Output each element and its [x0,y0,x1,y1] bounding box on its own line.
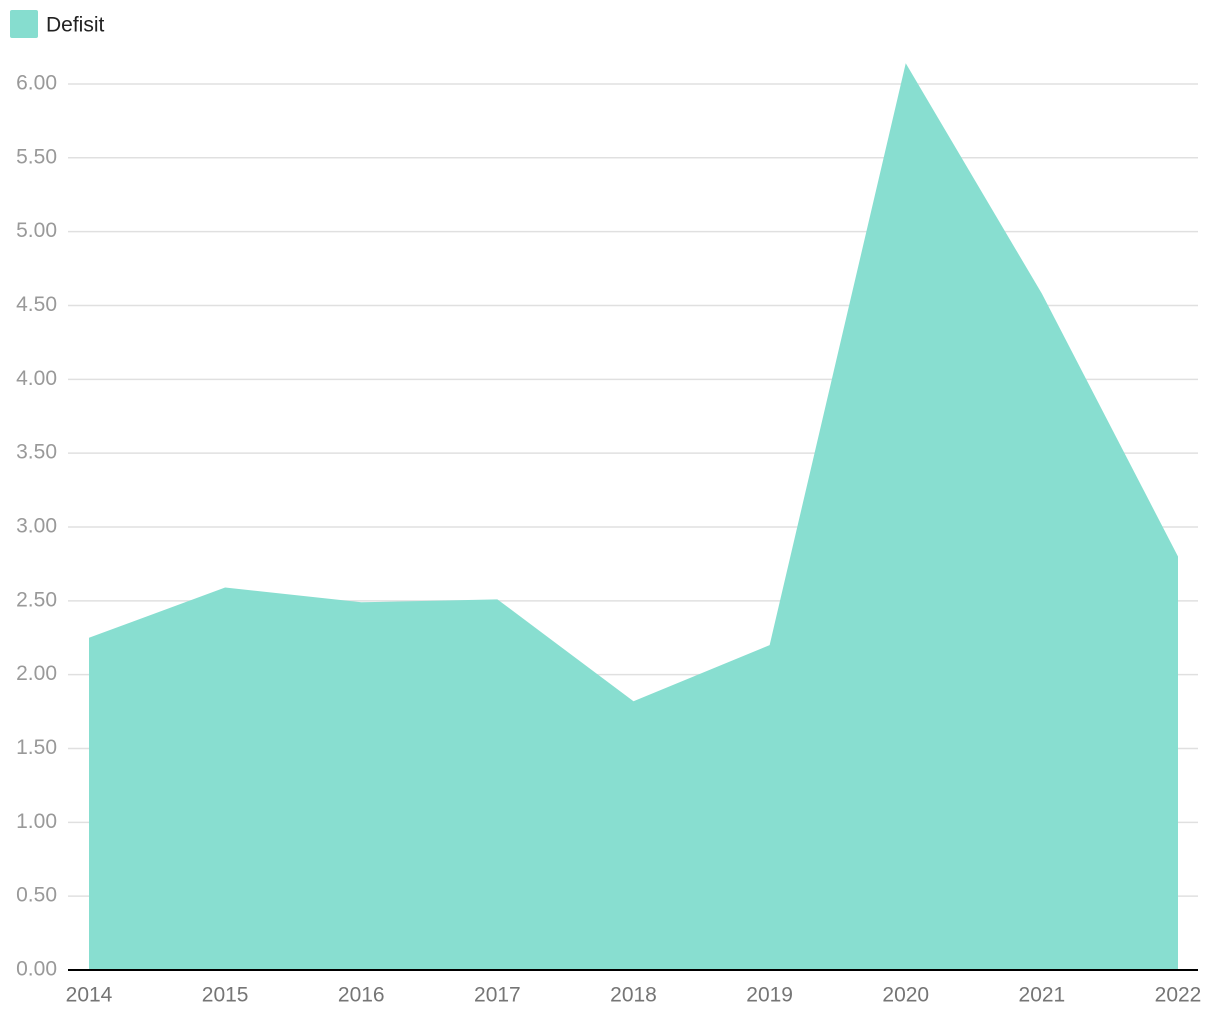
area [89,63,1178,971]
x-tick-label: 2018 [610,984,657,1007]
x-tick-label: 2019 [746,984,793,1007]
y-tick-label: 4.00 [16,367,57,390]
x-tick-label: 2017 [474,984,521,1007]
y-tick-label: 2.00 [16,662,57,685]
y-tick-label: 1.00 [16,810,57,833]
y-tick-label: 6.00 [16,72,57,95]
x-tick-label: 2016 [338,984,385,1007]
y-tick-label: 3.00 [16,515,57,538]
x-tick-label: 2014 [66,984,113,1007]
y-tick-label: 2.50 [16,588,57,611]
x-tick-label: 2022 [1155,984,1202,1007]
y-tick-label: 5.00 [16,219,57,242]
y-tick-label: 0.00 [16,958,57,981]
y-tick-label: 1.50 [16,736,57,759]
x-tick-label: 2020 [882,984,929,1007]
y-tick-label: 5.50 [16,145,57,168]
y-tick-label: 0.50 [16,884,57,907]
legend-label: Defisit [46,14,105,37]
x-tick-label: 2015 [202,984,249,1007]
y-tick-label: 3.50 [16,441,57,464]
legend-swatch [10,10,38,38]
y-tick-label: 4.50 [16,293,57,316]
x-tick-label: 2021 [1019,984,1066,1007]
